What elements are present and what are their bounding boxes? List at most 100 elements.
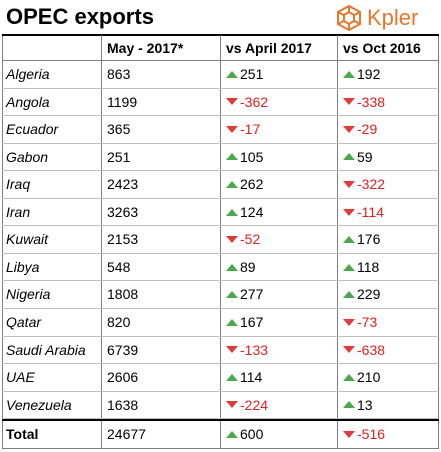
- down-arrow-icon: [343, 346, 355, 354]
- export-value: 251: [107, 148, 131, 165]
- page-title: OPEC exports: [6, 4, 154, 29]
- total-change-april-text: 600: [240, 426, 264, 442]
- change-april-text: -133: [240, 341, 269, 358]
- change-oct-text: -114: [357, 203, 384, 220]
- change-oct-text: 192: [357, 66, 381, 82]
- table-left-border: [2, 36, 3, 449]
- row-divider: [2, 87, 439, 89]
- row-divider: [2, 197, 439, 199]
- change-oct: -29: [343, 116, 377, 142]
- table-row: Nigeria 1808 277 229: [0, 281, 441, 307]
- export-value: 820: [107, 313, 131, 330]
- up-arrow-icon: [226, 318, 238, 326]
- table-right-border: [438, 36, 439, 449]
- up-arrow-icon: [343, 236, 355, 244]
- change-april: -133: [226, 337, 268, 363]
- change-april-text: -52: [240, 231, 261, 248]
- row-divider: [2, 418, 439, 420]
- row-divider: [2, 142, 439, 144]
- change-april-text: 167: [240, 313, 264, 330]
- table-row: UAE 2606 114 210: [0, 364, 441, 390]
- change-oct-text: -638: [357, 341, 386, 358]
- header-divider: [2, 60, 439, 61]
- change-april: 105: [226, 144, 263, 170]
- bottom-border: [2, 448, 439, 449]
- table-row: Algeria 863 251 192: [0, 61, 441, 87]
- down-arrow-icon: [343, 208, 355, 216]
- down-arrow-icon: [343, 430, 355, 438]
- change-april-text: -224: [240, 396, 269, 413]
- change-april: 262: [226, 171, 263, 197]
- country-name: Algeria: [6, 66, 50, 82]
- down-arrow-icon: [226, 236, 238, 244]
- change-oct: -638: [343, 337, 385, 363]
- up-arrow-icon: [343, 401, 355, 409]
- table-row: Libya 548 89 118: [0, 254, 441, 280]
- up-arrow-icon: [226, 430, 238, 438]
- change-oct: -338: [343, 89, 385, 115]
- table-row: Angola 1199 -362 -338: [0, 89, 441, 115]
- row-divider: [2, 363, 439, 365]
- export-value: 6739: [107, 341, 139, 358]
- country-name: Nigeria: [6, 286, 51, 303]
- change-april: -224: [226, 392, 268, 418]
- up-arrow-icon: [343, 373, 355, 381]
- table-row: Gabon 251 105 59: [0, 144, 441, 170]
- export-value: 2153: [107, 231, 139, 248]
- total-row: Total 24677 600 -516: [0, 421, 441, 447]
- export-value: 1638: [107, 396, 139, 413]
- table-row: Kuwait 2153 -52 176: [0, 226, 441, 252]
- up-arrow-icon: [226, 373, 238, 381]
- country-name: Qatar: [6, 313, 42, 330]
- total-label: Total: [6, 426, 39, 442]
- row-divider: [2, 225, 439, 227]
- change-april-text: 124: [240, 203, 264, 220]
- change-oct: 176: [343, 226, 380, 252]
- change-oct: 192: [343, 61, 380, 87]
- down-arrow-icon: [226, 401, 238, 409]
- total-change-oct-text: -516: [357, 426, 386, 442]
- country-name: Ecuador: [6, 121, 59, 138]
- change-oct: 59: [343, 144, 373, 170]
- export-value: 1808: [107, 286, 139, 303]
- change-oct: -114: [343, 199, 384, 225]
- change-oct: 13: [343, 392, 373, 418]
- row-divider: [2, 115, 439, 117]
- change-april: 114: [226, 364, 262, 390]
- row-divider: [2, 252, 439, 254]
- change-april-text: 251: [240, 66, 264, 82]
- down-arrow-icon: [343, 125, 355, 133]
- down-arrow-icon: [343, 98, 355, 106]
- export-value: 3263: [107, 203, 139, 220]
- export-value: 863: [107, 66, 131, 82]
- change-oct-text: -322: [357, 176, 386, 193]
- change-april-text: -362: [240, 93, 269, 110]
- change-april-text: 277: [240, 286, 264, 303]
- change-april-text: 262: [240, 176, 264, 193]
- country-name: Gabon: [6, 148, 49, 165]
- header-value: May - 2017*: [107, 40, 184, 56]
- change-april: -52: [226, 226, 260, 252]
- up-arrow-icon: [343, 153, 355, 161]
- change-oct: 229: [343, 281, 380, 307]
- change-oct: -73: [343, 309, 377, 335]
- change-april: -362: [226, 89, 268, 115]
- down-arrow-icon: [226, 346, 238, 354]
- total-change-april: 600: [226, 421, 263, 447]
- change-oct: 210: [343, 364, 380, 390]
- table-row: Iran 3263 124 -114: [0, 199, 441, 225]
- country-name: Kuwait: [6, 231, 49, 248]
- country-name: Iraq: [6, 176, 31, 193]
- change-april: 124: [226, 199, 263, 225]
- row-divider: [2, 390, 439, 392]
- change-oct-text: -338: [357, 93, 386, 110]
- up-arrow-icon: [343, 263, 355, 271]
- export-value: 2423: [107, 176, 139, 193]
- change-oct-text: 118: [357, 258, 380, 275]
- up-arrow-icon: [343, 291, 355, 299]
- row-divider: [2, 307, 439, 309]
- table-row: Ecuador 365 -17 -29: [0, 116, 441, 142]
- up-arrow-icon: [226, 291, 238, 299]
- change-oct: 118: [343, 254, 379, 280]
- change-april-text: 89: [240, 258, 256, 275]
